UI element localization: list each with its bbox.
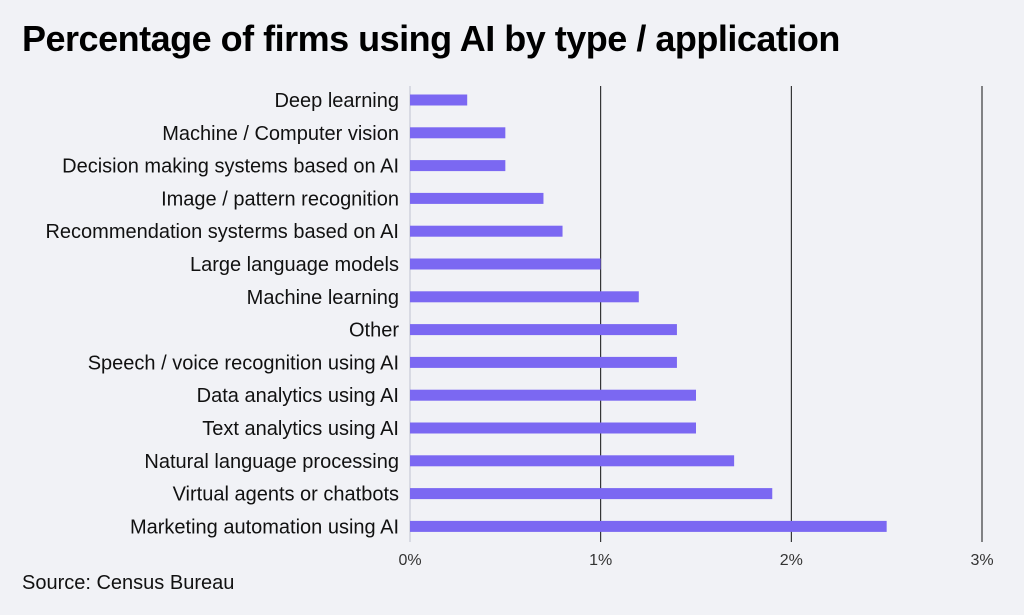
chart-title: Percentage of firms using AI by type / a…	[22, 18, 840, 59]
x-tick-label: 1%	[589, 552, 612, 569]
bar	[410, 324, 677, 336]
category-label: Machine / Computer vision	[162, 123, 399, 145]
gridlines	[409, 86, 983, 542]
x-tick-labels: 0% 1% 2% 3%	[398, 552, 993, 569]
x-tick-label: 3%	[970, 552, 993, 569]
bar	[410, 258, 601, 270]
category-label: Natural language processing	[144, 451, 399, 473]
bar	[410, 455, 735, 467]
category-label: Decision making systems based on AI	[62, 156, 399, 178]
x-tick-label: 2%	[780, 552, 803, 569]
category-label: Recommendation systerms based on AI	[45, 221, 399, 243]
source-note: Source: Census Bureau	[22, 572, 235, 594]
bar	[410, 160, 506, 172]
bar	[410, 225, 563, 237]
category-label: Machine learning	[247, 287, 399, 309]
bar	[410, 291, 639, 303]
bar	[410, 422, 696, 434]
category-label: Large language models	[190, 254, 399, 276]
bar	[410, 127, 506, 139]
bars	[410, 94, 887, 532]
bar	[410, 94, 468, 106]
category-label: Speech / voice recognition using AI	[88, 352, 399, 374]
bar	[410, 389, 696, 401]
category-label: Deep learning	[274, 90, 399, 112]
x-tick-label: 0%	[398, 552, 421, 569]
category-label: Other	[349, 320, 399, 342]
category-label: Virtual agents or chatbots	[173, 484, 399, 506]
bar	[410, 356, 677, 368]
category-labels: Deep learning Machine / Computer vision De…	[45, 90, 399, 538]
category-label: Data analytics using AI	[197, 385, 399, 407]
category-label: Marketing automation using AI	[130, 516, 399, 538]
category-label: Text analytics using AI	[202, 418, 399, 440]
bar	[410, 520, 887, 532]
bar	[410, 192, 544, 204]
category-label: Image / pattern recognition	[161, 188, 399, 210]
bar	[410, 488, 773, 500]
